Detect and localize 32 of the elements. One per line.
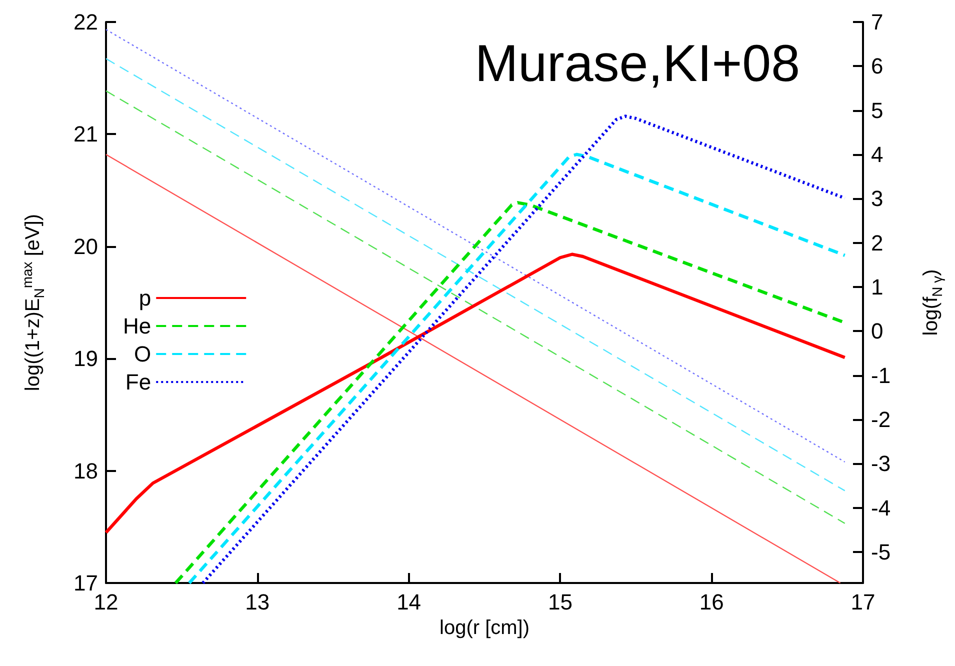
y2-tick-label: 6 — [871, 54, 884, 79]
annotation: Murase,KI+08 — [474, 35, 800, 93]
y2-tick-label: -2 — [871, 407, 891, 432]
y2-tick-label: -4 — [871, 495, 891, 520]
y-tick-label: 18 — [74, 458, 98, 484]
y2-tick-label: 4 — [871, 142, 884, 168]
y2-tick-label: -3 — [871, 451, 891, 476]
legend-label: p — [138, 286, 152, 310]
y2-tick-label: -1 — [871, 362, 891, 388]
x-tick-label: 16 — [699, 590, 724, 614]
legend-label: O — [134, 342, 152, 366]
legend-label: Fe — [125, 370, 152, 394]
legend-label: He — [123, 314, 152, 338]
y-tick-label: 20 — [74, 234, 98, 259]
y2-tick-label: 1 — [871, 274, 884, 300]
y2-axis-title: log(fN γ) — [920, 269, 945, 336]
y-tick-label: 21 — [74, 122, 98, 147]
y2-tick-label: 5 — [871, 98, 884, 123]
x-tick-label: 14 — [396, 590, 422, 614]
y2-tick-label: 7 — [871, 10, 884, 34]
y-axis-title: log((1+z)ENmax [eV]) — [19, 214, 47, 392]
y2-tick-label: 2 — [871, 230, 884, 256]
x-tick-label: 13 — [245, 590, 270, 614]
y2-tick-label: 3 — [871, 186, 884, 212]
x-tick-label: 15 — [548, 590, 572, 614]
y-tick-label: 22 — [74, 10, 98, 34]
x-tick-label: 17 — [850, 590, 876, 614]
y2-tick-label: 0 — [871, 318, 884, 344]
y2-tick-label: -5 — [871, 540, 891, 565]
y-tick-label: 19 — [74, 346, 98, 372]
line-series — [104, 252, 846, 534]
x-axis-title: log(r [cm]) — [440, 616, 530, 639]
